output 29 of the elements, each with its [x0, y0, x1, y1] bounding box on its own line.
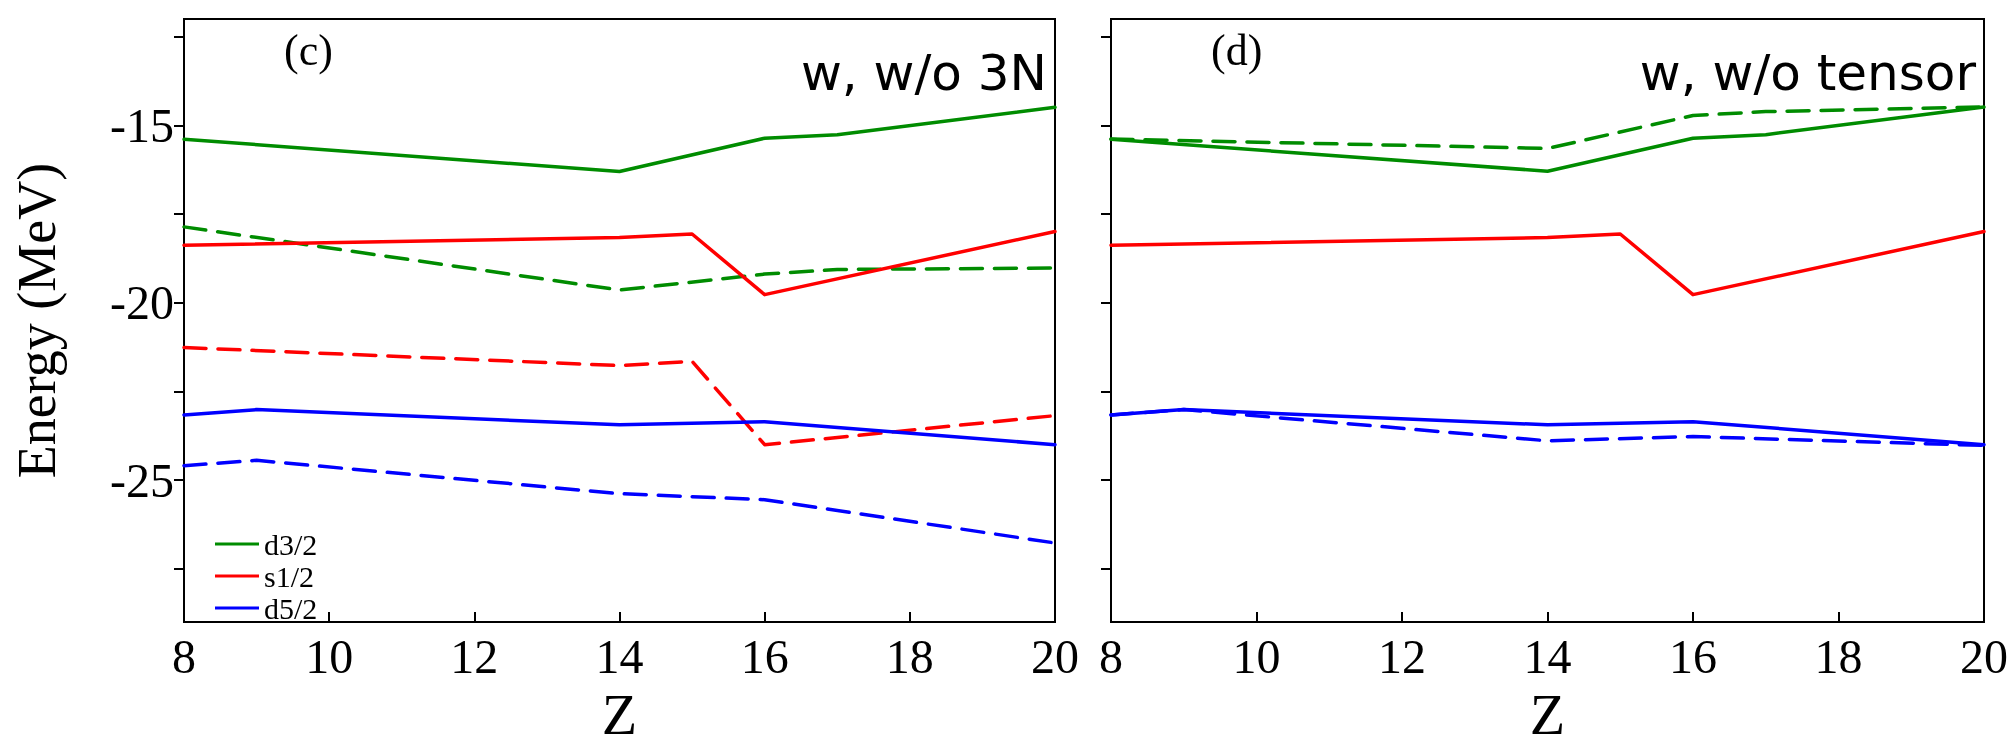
y-axis-title: Energy (MeV)	[7, 162, 67, 479]
x-tick-label: 12	[450, 629, 499, 683]
line-series	[182, 407, 1057, 447]
legend-label: d3/2	[264, 527, 318, 561]
x-axis-title: Z	[601, 681, 638, 747]
annotation: w, w/o 3N	[800, 44, 1048, 102]
x-tick-label: 20	[1031, 629, 1079, 683]
legend-label: d5/2	[264, 591, 318, 625]
x-tick-label: 8	[1099, 629, 1123, 683]
x-tick-label: 18	[885, 629, 934, 683]
x-tick-label: 16	[740, 629, 789, 683]
x-tick-label: 14	[1523, 629, 1572, 683]
x-tick-label: 14	[595, 629, 644, 683]
x-tick-label: 8	[172, 629, 196, 683]
x-tick-label: 18	[1814, 629, 1863, 683]
x-tick-label: 10	[305, 629, 354, 683]
x-tick-label: 16	[1669, 629, 1717, 683]
legend-label: s1/2	[264, 559, 315, 593]
y-tick-label: -20	[110, 276, 174, 330]
annotation: (c)	[284, 25, 333, 75]
annotation: (d)	[1211, 25, 1263, 75]
annotation: w, w/o tensor	[1639, 44, 1977, 102]
line-series	[182, 105, 1057, 174]
x-tick-label: 12	[1378, 629, 1426, 683]
x-axis-title: Z	[1529, 681, 1566, 747]
y-tick-label: -15	[110, 98, 174, 152]
x-tick-label: 10	[1232, 629, 1281, 683]
x-tick-label: 20	[1960, 629, 2008, 683]
y-tick-label: -25	[110, 453, 174, 507]
